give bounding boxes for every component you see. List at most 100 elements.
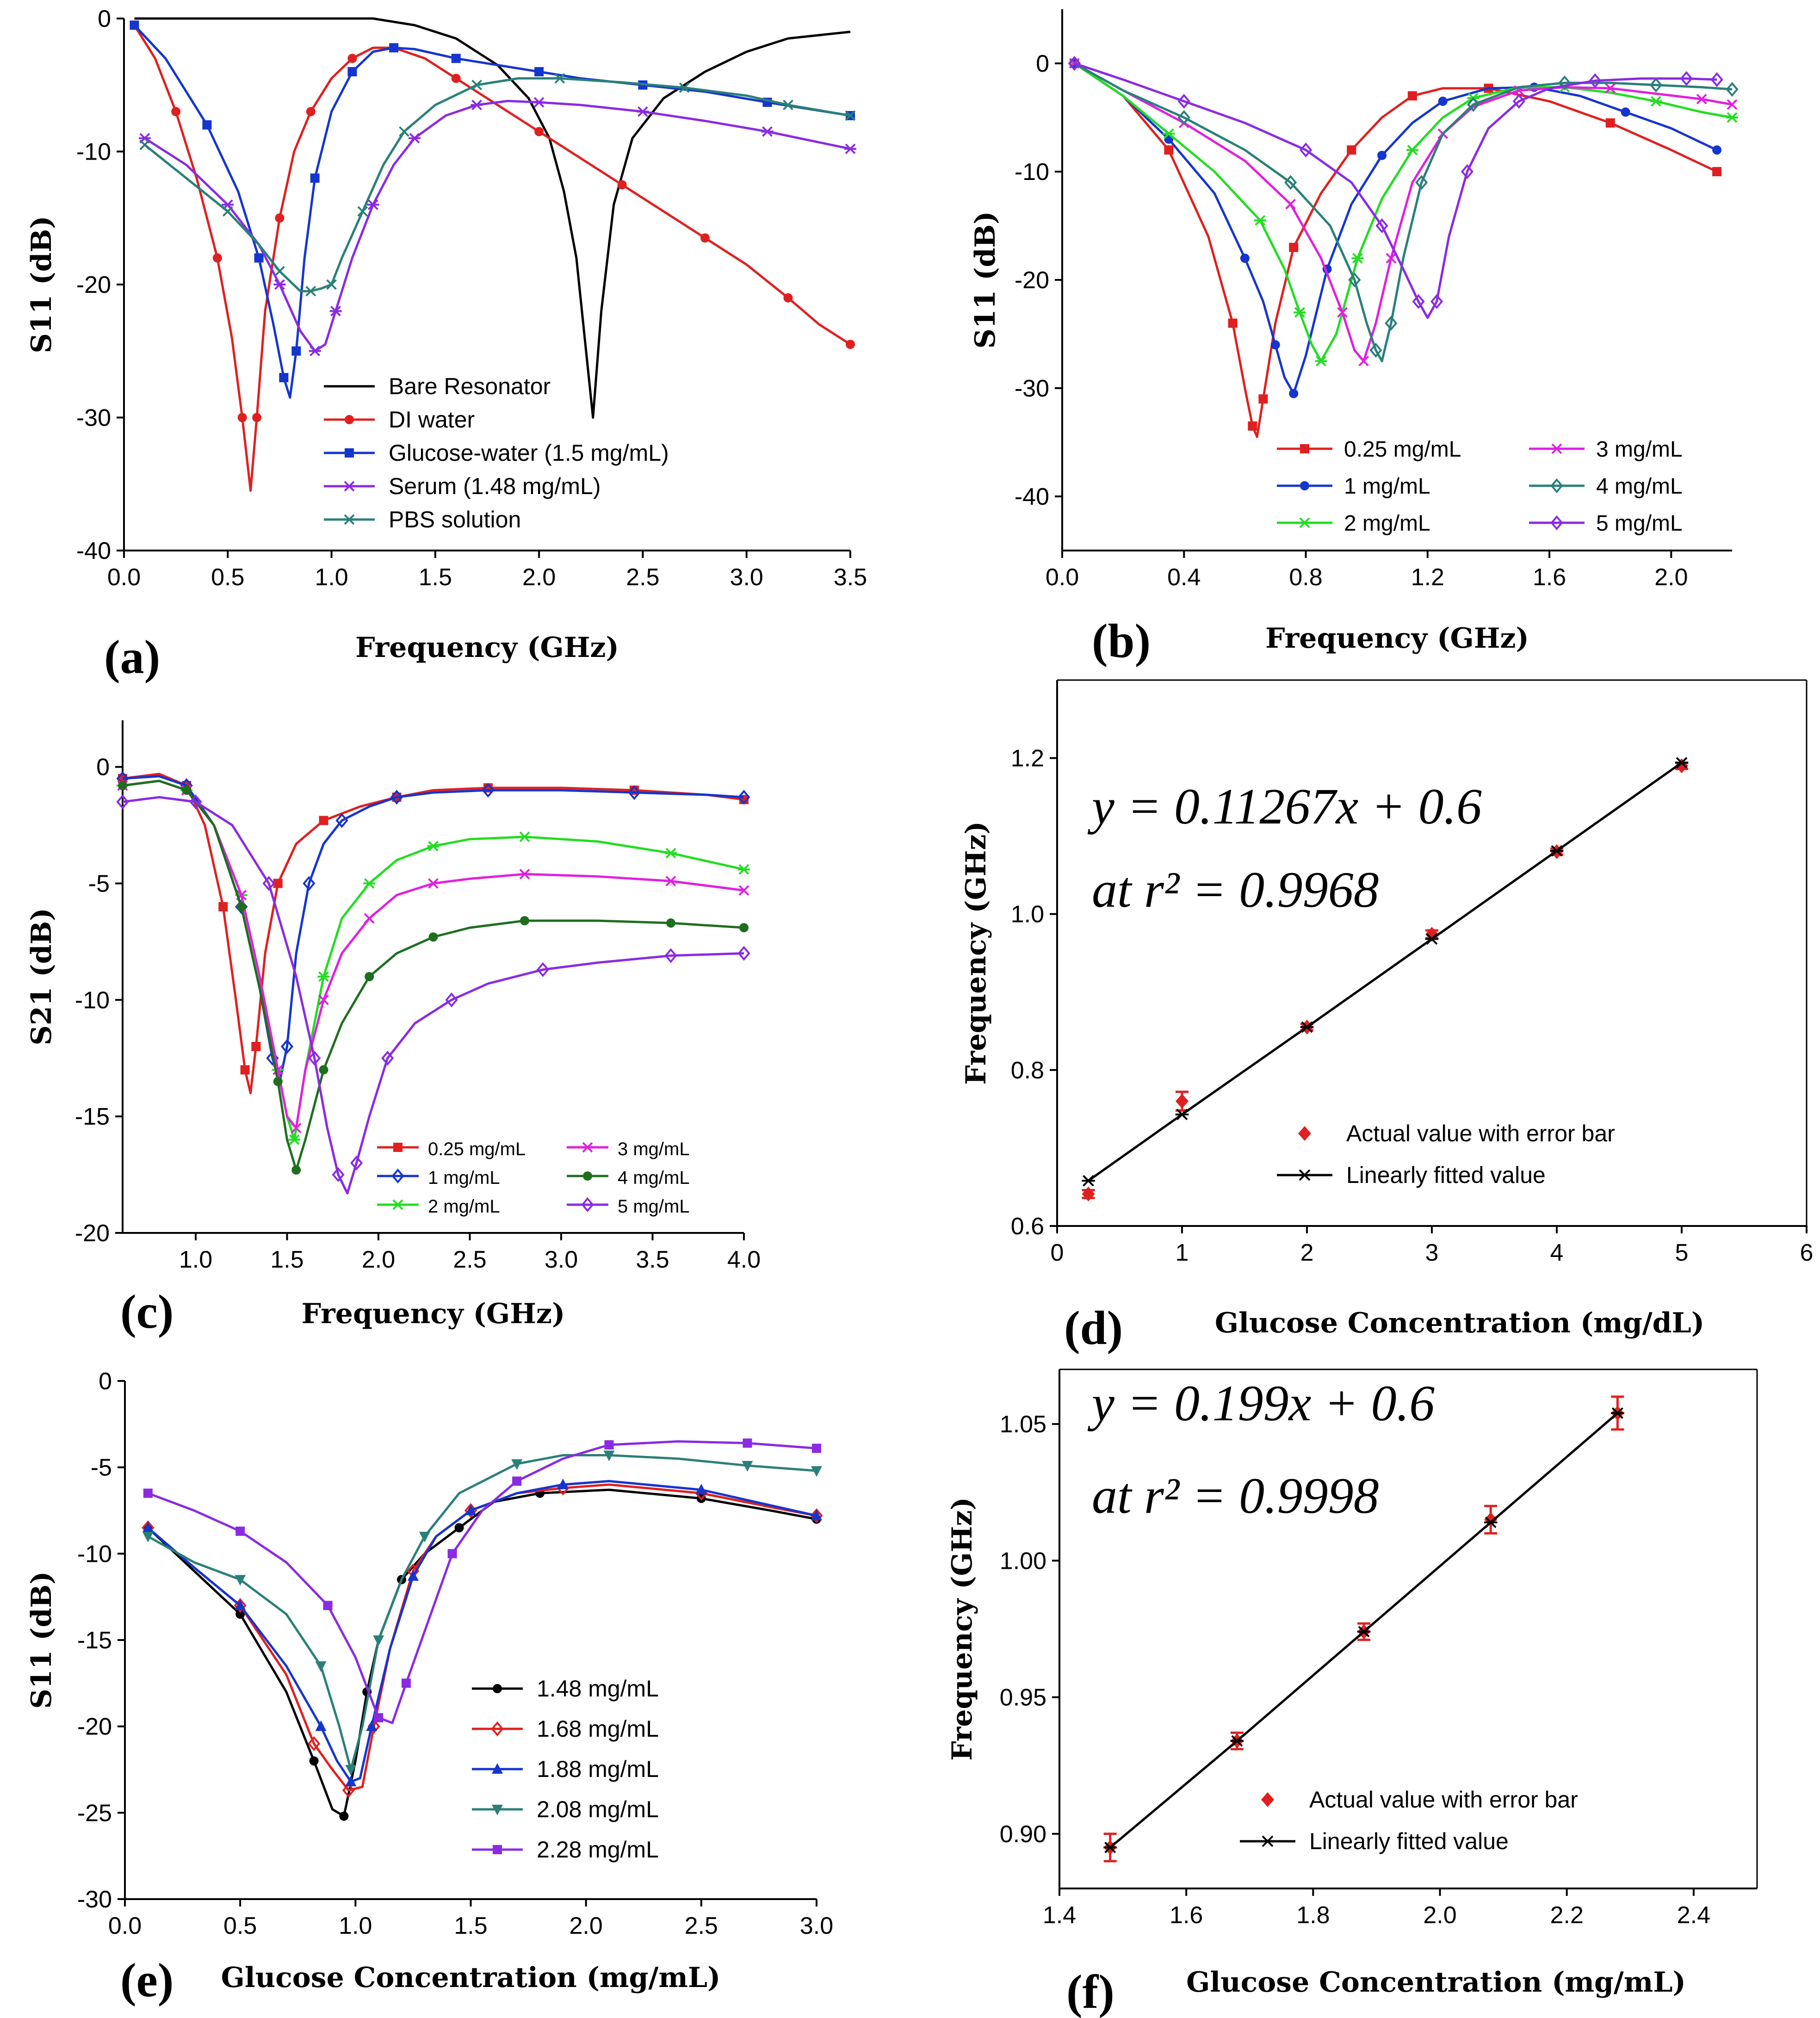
legend-item: 0.25 mg/mL [377, 1139, 526, 1159]
series-4 [142, 1450, 822, 1776]
data-point-stroke [364, 913, 375, 924]
data-point [189, 794, 202, 810]
fit-point [1103, 1842, 1117, 1853]
legend: 0.25 mg/mL 1 mg/mL 2 mg/mL 3 mg/mL 4 mg/mL 5 … [1277, 437, 1683, 536]
y-tick-label: 0.8 [1011, 1057, 1044, 1084]
legend-label: Linearly fitted value [1346, 1162, 1546, 1188]
legend-swatch-marker [493, 1684, 502, 1693]
data-point [1438, 96, 1448, 106]
legend-label: 5 mg/mL [1596, 511, 1683, 536]
data-point-stroke [679, 82, 690, 93]
data-point [275, 213, 285, 223]
legend-swatch-marker [345, 415, 354, 424]
series-line [1074, 62, 1733, 362]
data-point [554, 73, 565, 84]
x-tick-label: 3.0 [800, 1913, 833, 1939]
data-point [347, 54, 357, 63]
data-point [1726, 112, 1738, 123]
data-point-stroke [222, 206, 233, 217]
y-tick-label: -40 [76, 538, 111, 564]
data-point [1621, 107, 1630, 117]
legend-swatch-marker [1299, 517, 1311, 528]
x-tick-label: 2.0 [1654, 564, 1688, 591]
data-point-stroke [1285, 198, 1296, 210]
data-point [235, 1609, 245, 1619]
x-tick-label: 6 [1800, 1239, 1814, 1266]
data-point [666, 918, 675, 928]
data-point [130, 20, 139, 30]
legend-item: 3 mg/mL [1529, 437, 1683, 462]
data-point [534, 127, 544, 136]
data-point [308, 1736, 321, 1752]
legend-swatch-marker [1300, 444, 1309, 453]
data-point-stroke [738, 885, 749, 896]
legend-item: 0.25 mg/mL [1277, 437, 1461, 462]
series-line [134, 17, 851, 419]
data-point [1228, 318, 1238, 328]
data-point-stroke [1605, 83, 1616, 94]
legend-label: 1.48 mg/mL [537, 1676, 659, 1702]
legend: 0.25 mg/mL 1 mg/mL 2 mg/mL 3 mg/mL 4 mg/mL 5 … [377, 1139, 690, 1217]
x-axis-label: Frequency (GHz) [355, 631, 619, 664]
y-axis-label: S11 (dB) [969, 211, 1002, 348]
data-point [342, 1783, 355, 1798]
y-tick-label: -15 [77, 1627, 112, 1654]
x-tick-label: 3.0 [730, 564, 763, 591]
legend-label: 2.08 mg/mL [537, 1796, 659, 1822]
data-point [1348, 272, 1361, 288]
legend-item: 4 mg/mL [1529, 474, 1683, 499]
legend-item: 1.68 mg/mL [472, 1716, 659, 1742]
data-point [236, 902, 246, 911]
y-tick-label: 1.2 [1011, 745, 1044, 772]
legend-swatch-marker [392, 1199, 404, 1210]
data-point [235, 1599, 246, 1610]
data-point [1412, 294, 1425, 309]
series-line [147, 1483, 817, 1792]
data-point [390, 790, 403, 805]
data-point [139, 139, 150, 150]
x-tick-label: 1.5 [454, 1913, 487, 1939]
data-point [761, 126, 774, 137]
series-line [147, 1480, 817, 1783]
data-point [454, 1523, 464, 1533]
y-tick-label: -20 [75, 1220, 110, 1247]
series-line [144, 77, 851, 292]
legend-item: 3 mg/mL [567, 1139, 690, 1159]
y-tick-label: -10 [76, 139, 111, 166]
fit-point [1175, 1108, 1189, 1120]
data-point [1649, 77, 1663, 93]
data-point [323, 1601, 333, 1610]
series-line [133, 24, 851, 399]
x-tick-label: 1.0 [315, 564, 348, 591]
data-point [447, 1549, 457, 1559]
legend-label: 2 mg/mL [428, 1196, 500, 1217]
data-point [1177, 110, 1190, 125]
legend-item: 2 mg/mL [377, 1196, 500, 1217]
x-tick-label: 4 [1550, 1239, 1564, 1266]
x-tick-label: 1.4 [1043, 1902, 1076, 1929]
data-point [222, 206, 233, 217]
fit-r-squared: at r² = 0.9998 [1092, 1467, 1379, 1524]
y-tick-label: -5 [91, 1455, 112, 1481]
data-point [1294, 307, 1306, 318]
data-point [182, 786, 192, 795]
x-tick-label: 1.6 [1170, 1902, 1203, 1929]
legend-item: 1.88 mg/mL [472, 1756, 659, 1782]
panel-label: (d) [1064, 1301, 1123, 1355]
data-point [1385, 316, 1398, 331]
series-1 [143, 1488, 821, 1821]
data-point [1712, 145, 1722, 155]
data-point [1270, 340, 1280, 350]
data-point-stroke [1727, 99, 1738, 110]
data-point [235, 1526, 245, 1536]
data-point [218, 902, 228, 911]
legend-label: Serum (1.48 mg/mL) [389, 473, 600, 499]
series-1 [134, 17, 851, 419]
data-point [604, 1440, 614, 1450]
legend-label: 1.68 mg/mL [537, 1716, 659, 1742]
series-2 [130, 20, 855, 492]
x-tick-label: 1 [1176, 1239, 1189, 1266]
fit-equation: y = 0.199x + 0.6 [1087, 1375, 1435, 1431]
data-point [288, 1134, 301, 1145]
panel-label: (e) [120, 1954, 173, 2007]
